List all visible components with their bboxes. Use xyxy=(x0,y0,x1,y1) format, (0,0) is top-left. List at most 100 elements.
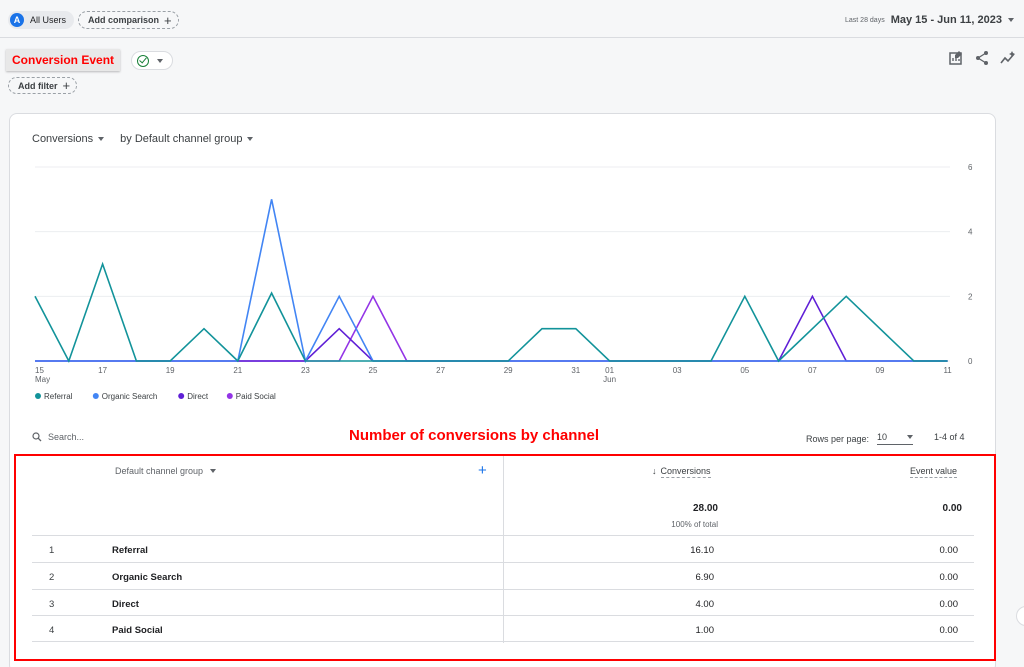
row-channel-name: Direct xyxy=(112,599,139,610)
legend-swatch xyxy=(226,393,233,399)
table-row[interactable]: 1 Referral 16.10 0.00 xyxy=(32,535,974,562)
row-channel-name: Paid Social xyxy=(112,625,163,636)
chevron-down-icon xyxy=(157,58,163,63)
legend-label: Referral xyxy=(44,392,73,401)
series-line-direct xyxy=(35,294,948,362)
row-event-value: 0.00 xyxy=(939,625,959,636)
x-tick-label: 09 xyxy=(876,366,885,375)
segment-avatar-icon: A xyxy=(10,13,24,27)
row-index: 3 xyxy=(49,599,55,610)
check-circle-icon xyxy=(137,54,149,67)
table-row[interactable]: 4 Paid Social 1.00 0.00 xyxy=(32,615,974,642)
row-event-value: 0.00 xyxy=(939,545,959,556)
event-value-header-label: Event value xyxy=(910,466,958,478)
side-panel-handle[interactable] xyxy=(1016,606,1024,626)
x-tick-sublabel: May xyxy=(35,375,50,384)
event-value-column-header[interactable]: Event value xyxy=(910,466,958,478)
conversions-header-label: Conversions xyxy=(660,466,711,478)
conversions-column-header[interactable]: ↓ Conversions xyxy=(652,466,711,478)
x-tick-label: 21 xyxy=(233,366,242,375)
row-conversions: 1.00 xyxy=(695,625,715,636)
x-tick-label: 23 xyxy=(301,366,310,375)
series-line-referral xyxy=(34,261,948,364)
metric-selector[interactable]: Conversions xyxy=(32,133,94,145)
insights-icon[interactable] xyxy=(1000,50,1016,66)
plus-icon: + xyxy=(164,12,172,28)
table-search[interactable]: Search... xyxy=(32,432,84,442)
date-range-label: May 15 - Jun 11, 2023 xyxy=(890,14,1002,26)
x-tick-label: 07 xyxy=(808,366,817,375)
legend-swatch xyxy=(92,393,99,399)
chart-header: Conversions by Default channel group xyxy=(32,133,254,145)
row-conversions: 4.00 xyxy=(695,599,715,610)
conversion-event-annotation: Conversion Event xyxy=(6,49,121,71)
report-card: Conversions by Default channel group 6 4 2… xyxy=(9,113,996,667)
edit-report-icon[interactable] xyxy=(948,50,964,66)
segment-chip-all-users[interactable]: A All Users xyxy=(8,11,75,29)
comparison-status-dropdown[interactable] xyxy=(131,51,173,70)
rows-per-page-select[interactable]: 10 xyxy=(877,432,914,445)
sort-arrow-down-icon: ↓ xyxy=(652,466,657,476)
row-conversions: 6.90 xyxy=(695,572,715,583)
x-tick-label: 27 xyxy=(436,366,445,375)
add-comparison-button[interactable]: Add comparison + xyxy=(78,11,179,29)
row-event-value: 0.00 xyxy=(939,599,959,610)
legend-label: Direct xyxy=(187,392,209,401)
row-channel-name: Organic Search xyxy=(112,572,183,583)
series-line-organic-search xyxy=(35,199,948,364)
row-index: 4 xyxy=(49,625,55,636)
channel-table: Default channel group + ↓ Conversions Ev… xyxy=(14,454,996,661)
x-tick-label: 31 xyxy=(571,366,580,375)
x-tick-sublabel: Jun xyxy=(603,375,616,384)
x-tick-label: 17 xyxy=(98,366,107,375)
total-event-value: 0.00 xyxy=(942,503,962,514)
legend-label: Paid Social xyxy=(236,392,276,401)
row-index: 2 xyxy=(49,572,55,583)
row-conversions: 16.10 xyxy=(690,545,714,556)
share-icon[interactable] xyxy=(974,50,990,66)
date-range-picker[interactable]: Last 28 days May 15 - Jun 11, 2023 xyxy=(845,14,1014,26)
y-tick-label: 2 xyxy=(968,292,973,301)
x-tick-label: 15 xyxy=(35,366,44,375)
dimension-column-header[interactable]: Default channel group xyxy=(115,466,217,476)
legend-label: Organic Search xyxy=(102,392,158,401)
table-annotation: Number of conversions by channel xyxy=(349,427,600,444)
add-comparison-label: Add comparison xyxy=(88,15,160,25)
x-tick-label: 19 xyxy=(166,366,175,375)
x-tick-label: 25 xyxy=(369,366,378,375)
chevron-down-icon xyxy=(907,435,914,439)
total-percent: 100% of total xyxy=(671,520,718,529)
dimension-selector[interactable]: by Default channel group xyxy=(120,133,243,145)
x-tick-label: 03 xyxy=(673,366,682,375)
row-index: 1 xyxy=(49,545,55,556)
search-input[interactable]: Search... xyxy=(48,432,85,442)
add-dimension-plus-icon[interactable]: + xyxy=(478,462,487,479)
y-tick-label: 0 xyxy=(968,357,973,366)
legend-swatch xyxy=(178,393,185,399)
series-line-paid-social xyxy=(35,294,948,362)
x-tick-label: 11 xyxy=(943,366,952,375)
segment-label: All Users xyxy=(30,15,67,25)
table-row[interactable]: 3 Direct 4.00 0.00 xyxy=(32,589,974,616)
chevron-down-icon[interactable] xyxy=(98,137,105,141)
add-filter-button[interactable]: Add filter + xyxy=(8,77,78,94)
total-conversions: 28.00 xyxy=(692,503,718,514)
x-tick-label: 05 xyxy=(740,366,749,375)
search-icon xyxy=(32,432,42,442)
rows-per-page-label: Rows per page: xyxy=(806,433,870,444)
rows-per-page: Rows per page: 10 xyxy=(806,432,914,445)
date-hint: Last 28 days xyxy=(845,16,885,24)
add-filter-label: Add filter xyxy=(18,80,58,91)
dimension-header-label: Default channel group xyxy=(115,466,204,476)
column-divider xyxy=(503,456,504,643)
x-tick-label: 01 xyxy=(605,366,614,375)
y-tick-label: 6 xyxy=(968,163,973,172)
legend-swatch xyxy=(35,393,41,399)
chevron-down-icon[interactable] xyxy=(247,137,254,141)
report-toolbar xyxy=(948,50,1016,66)
plus-icon: + xyxy=(62,78,71,93)
table-row[interactable]: 2 Organic Search 6.90 0.00 xyxy=(32,562,974,589)
top-bar: A All Users Add comparison + Last 28 day… xyxy=(0,0,1024,38)
chevron-down-icon xyxy=(210,469,217,473)
